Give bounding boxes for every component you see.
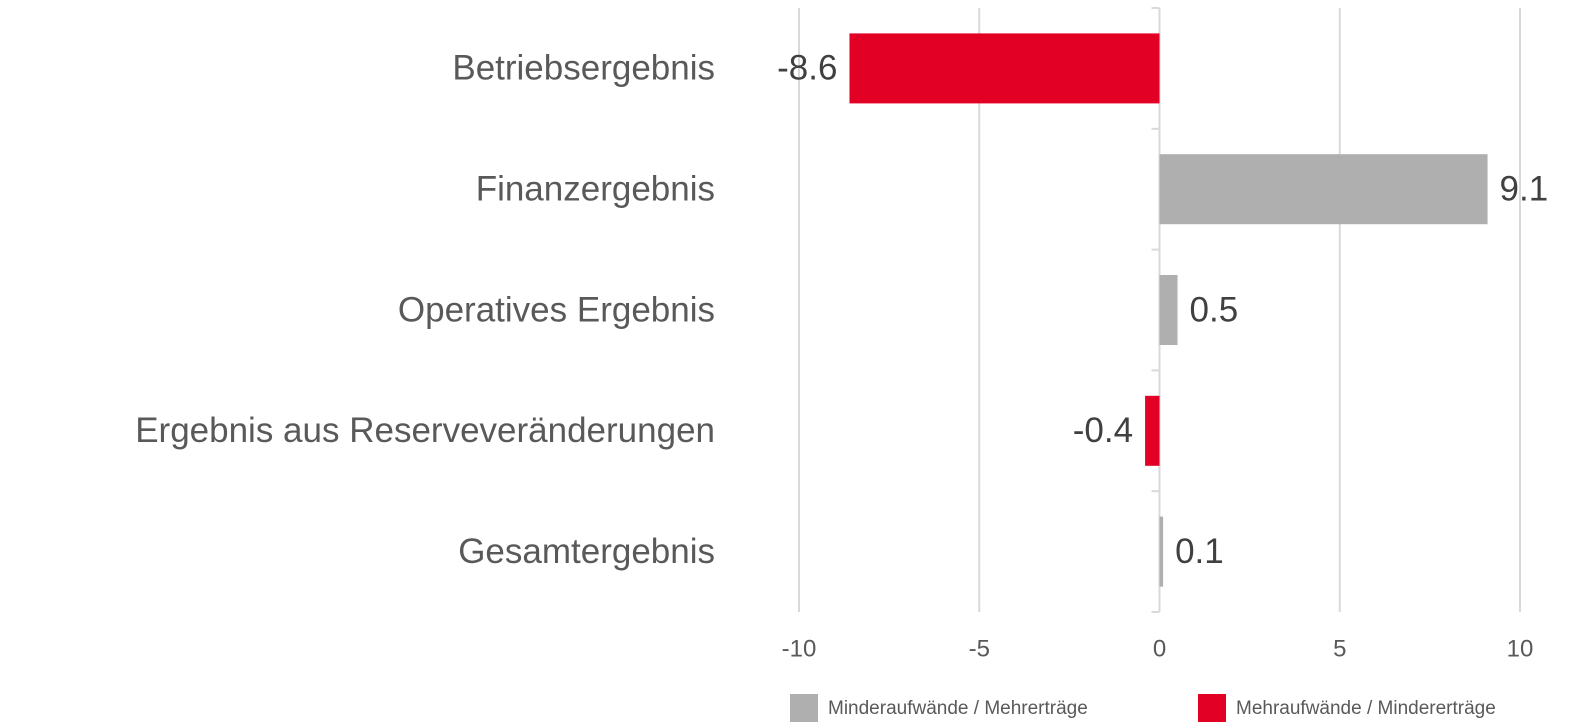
bar: [1159, 275, 1178, 345]
category-label: Ergebnis aus Reserveveränderungen: [135, 411, 715, 450]
x-tick-label: -10: [782, 635, 817, 662]
legend-swatch: [1198, 694, 1226, 722]
bar: [1159, 154, 1488, 225]
category-label: Betriebsergebnis: [452, 49, 715, 88]
value-label: 0.1: [1175, 532, 1224, 571]
category-label: Finanzergebnis: [476, 169, 715, 208]
legend-label: Minderaufwände / Mehrerträge: [828, 698, 1088, 719]
value-label: -0.4: [1073, 411, 1133, 450]
x-tick-label: 10: [1507, 635, 1534, 662]
value-label: 0.5: [1190, 290, 1239, 329]
x-tick-label: 5: [1333, 635, 1346, 662]
bar: [1159, 516, 1164, 587]
x-tick-label: 0: [1153, 635, 1166, 662]
legend-swatch: [790, 694, 818, 722]
legend-label: Mehraufwände / Mindererträge: [1236, 698, 1496, 719]
bar: [1145, 395, 1160, 466]
value-label: 9.1: [1500, 169, 1549, 208]
category-label: Operatives Ergebnis: [398, 290, 715, 329]
value-label: -8.6: [777, 49, 837, 88]
category-label: Gesamtergebnis: [458, 532, 715, 571]
bar: [849, 33, 1160, 104]
x-tick-label: -5: [969, 635, 990, 662]
